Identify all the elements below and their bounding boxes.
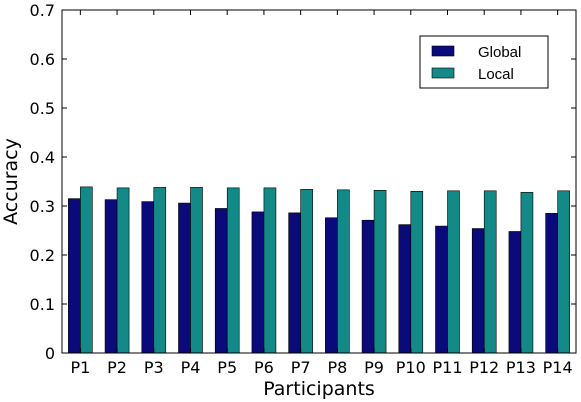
y-tick-label: 0.6: [30, 50, 55, 69]
legend-box: [419, 35, 549, 89]
bar-global-p11: [435, 225, 448, 354]
bar-local-p13: [520, 191, 534, 354]
x-tick-label: P7: [291, 358, 311, 377]
bar-local-p10: [410, 191, 424, 354]
bar-local-p12: [483, 190, 497, 354]
y-tick-label: 0.3: [30, 197, 55, 216]
x-tick-label: P1: [70, 358, 90, 377]
bar-global-p1: [68, 198, 81, 354]
bar-local-p6: [263, 187, 277, 354]
bar-local-p8: [337, 189, 350, 354]
bar-global-p10: [398, 224, 412, 354]
x-axis-ticks: P1 P2 P3 P4 P5 P6 P7 P8 P9 P10 P11 P12 P13 P14: [70, 10, 573, 377]
legend: Global Local: [419, 35, 549, 89]
bar-local-p14: [557, 190, 570, 354]
x-tick-label: P12: [469, 358, 499, 377]
bar-local-p1: [80, 186, 93, 354]
y-tick-label: 0.4: [30, 148, 55, 167]
bar-local-p5: [226, 187, 240, 354]
x-tick-label: P6: [254, 358, 274, 377]
y-tick-label: 0.2: [30, 246, 55, 265]
x-tick-label: P5: [217, 358, 237, 377]
legend-label-local: Local: [478, 66, 514, 83]
y-tick-label: 0.1: [30, 295, 55, 314]
legend-swatch-global: [431, 45, 455, 57]
bar-global-p9: [361, 219, 375, 354]
bar-global-p5: [214, 208, 228, 354]
bar-global-p13: [508, 231, 522, 354]
x-tick-label: P9: [364, 358, 384, 377]
bar-local-p9: [373, 190, 387, 354]
x-tick-label: P8: [327, 358, 347, 377]
y-axis-label: Accuracy: [0, 138, 22, 225]
bar-global-p3: [141, 201, 155, 354]
bar-local-p7: [300, 189, 313, 354]
x-tick-label: P14: [543, 358, 573, 377]
y-axis-ticks: 0 0.1 0.2 0.3 0.4 0.5 0.6 0.7: [30, 1, 576, 363]
bar-global-p14: [545, 213, 558, 354]
x-tick-label: P13: [506, 358, 536, 377]
x-tick-label: P2: [107, 358, 127, 377]
bar-local-p11: [447, 190, 460, 354]
bar-global-p12: [471, 228, 485, 354]
bar-global-p2: [104, 199, 118, 354]
legend-swatch-local: [431, 67, 455, 79]
bar-global-p6: [251, 211, 265, 354]
legend-label-global: Global: [478, 44, 521, 61]
y-tick-label: 0.7: [30, 1, 55, 20]
bar-local-p3: [153, 187, 167, 354]
bar-global-p7: [288, 212, 301, 354]
plot-area-frame: [61, 9, 577, 354]
x-tick-label: P11: [432, 358, 462, 377]
bar-global-p4: [178, 202, 191, 354]
x-tick-label: P3: [144, 358, 164, 377]
y-tick-label: 0: [45, 344, 55, 363]
x-axis-label: Participants: [263, 378, 375, 400]
y-tick-label: 0.5: [30, 99, 55, 118]
bar-global-p8: [325, 217, 338, 354]
x-tick-label: P4: [181, 358, 201, 377]
x-tick-label: P10: [396, 358, 426, 377]
bar-local-p2: [116, 187, 130, 354]
bars-group: [68, 186, 570, 354]
bar-local-p4: [190, 187, 203, 354]
